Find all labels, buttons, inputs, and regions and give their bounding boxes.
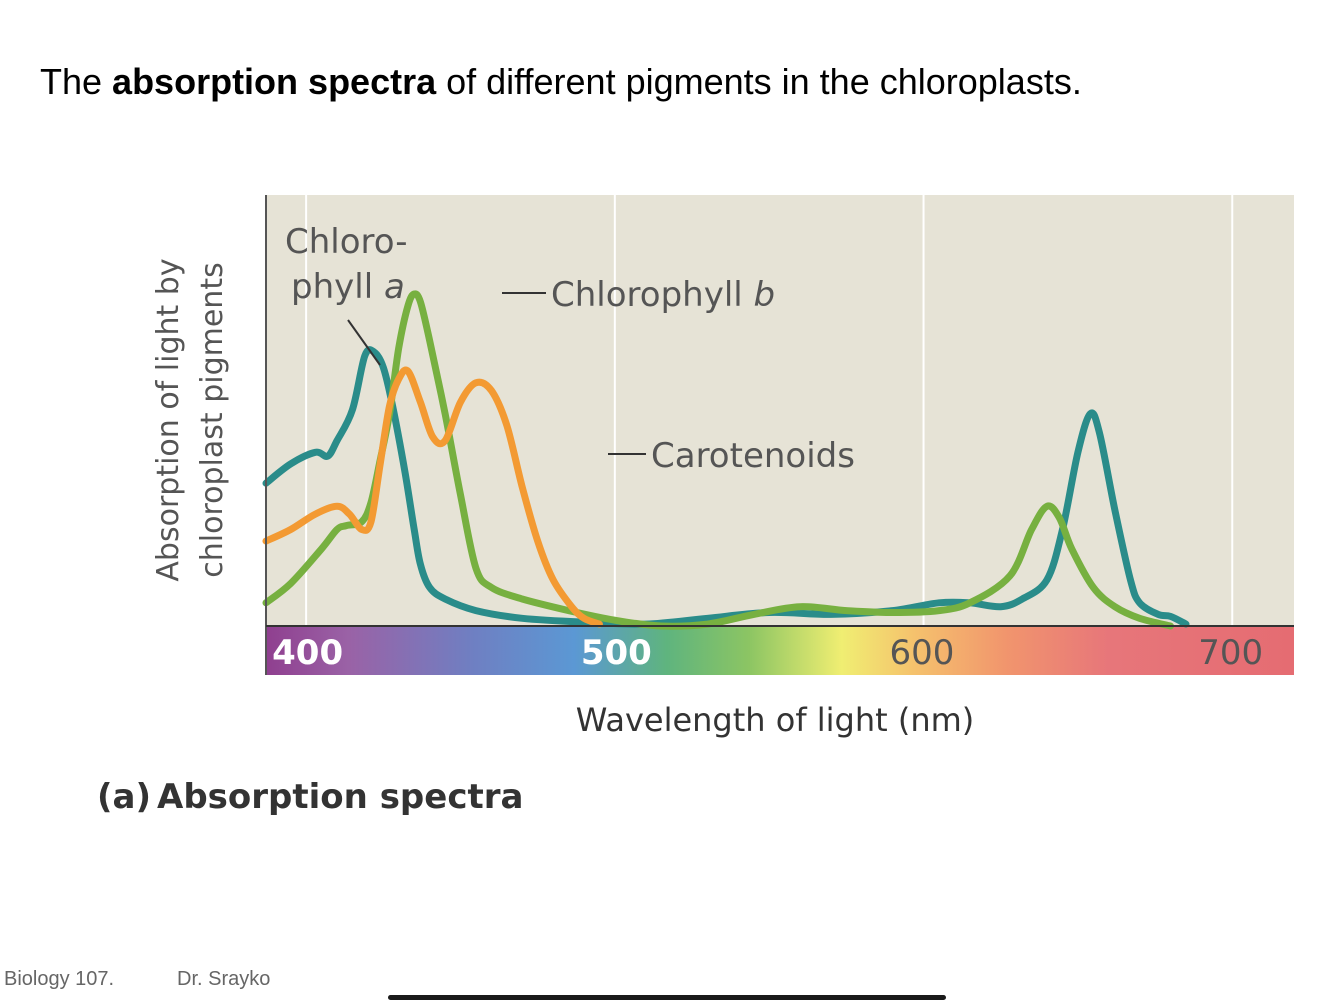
- x-tick-label-700: 700: [1198, 633, 1263, 673]
- x-tick-label-600: 600: [890, 633, 955, 673]
- chart-caption: (a) Absorption spectra: [97, 777, 523, 817]
- y-axis-label-line2: chloroplast pigments: [195, 262, 230, 577]
- chart-caption-text: Absorption spectra: [157, 777, 523, 817]
- title-post: of different pigments in the chloroplast…: [436, 61, 1082, 102]
- chlorophyll-a-label-line2: phyll a: [291, 267, 405, 307]
- x-axis-label: Wavelength of light (nm): [576, 701, 975, 739]
- slide-title: The absorption spectra of different pigm…: [40, 58, 1082, 106]
- footer-author: Dr. Srayko: [177, 968, 271, 990]
- series-line-chlorophyll-a: [262, 346, 1190, 628]
- title-bold: absorption spectra: [112, 61, 437, 102]
- chlorophyll-a-label-italic: a: [384, 267, 405, 307]
- x-tick-label-500: 500: [581, 633, 652, 673]
- carotenoids-label: Carotenoids: [651, 436, 855, 476]
- chlorophyll-b-label-text: Chlorophyll: [551, 275, 754, 315]
- footer-course: Biology 107.: [4, 968, 115, 990]
- series-line-carotenoids: [262, 366, 603, 628]
- chart-caption-tag: (a): [97, 777, 151, 817]
- x-tick-labels: 400 500 600 700: [272, 633, 1263, 673]
- grid-layer: [305, 195, 1234, 626]
- x-tick-label-400: 400: [272, 633, 343, 673]
- wavelength-spectrum-bar: [266, 627, 1294, 675]
- series-layer: [262, 290, 1190, 630]
- chlorophyll-a-label-text: phyll: [291, 267, 384, 307]
- title-pre: The: [40, 61, 113, 102]
- chlorophyll-a-label-line1: Chloro-: [285, 222, 407, 262]
- chlorophyll-a-leader-line: [347, 319, 381, 366]
- chlorophyll-b-label-italic: b: [754, 275, 776, 315]
- home-indicator-bar: [388, 995, 946, 1000]
- y-axis-label-line1: Absorption of light by: [151, 258, 186, 581]
- chlorophyll-b-label: Chlorophyll b: [551, 275, 775, 315]
